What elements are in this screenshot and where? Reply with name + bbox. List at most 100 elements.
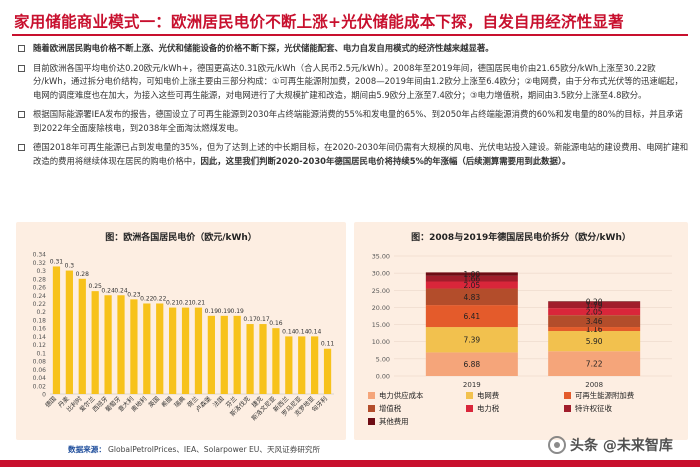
data-label: 0.22 [140, 295, 154, 302]
y-tick-label: 30.00 [372, 270, 390, 278]
y-tick-label: 10.00 [372, 338, 390, 346]
checkbox-icon [18, 45, 25, 52]
stack-segment [548, 308, 641, 316]
y-tick-label: 0.14 [33, 334, 47, 341]
bullet-list: 随着欧洲居民购电价格不断上涨、光伏和储能设备的价格不断下探，光伏储能配套、电力自… [14, 42, 690, 174]
bullet-text: 德国2018年可再生能源已占到发电量的35%，但为了达到上述的中长期目标，在20… [33, 141, 690, 168]
chart-panel-eu-prices: 图：欧洲各国居民电价（欧元/kWh） 0 0.02 0.04 0.06 0.08 0.1 0… [16, 222, 346, 440]
data-label: 1.66 [463, 275, 480, 284]
bar [143, 303, 151, 394]
y-tick-label: 15.00 [372, 321, 390, 329]
data-label: 0.14 [295, 328, 309, 335]
data-label: 0.24 [114, 287, 128, 294]
x-tick-label: 瑞典 [173, 395, 187, 409]
bullet-item: 根据国际能源署IEA发布的报告，德国设立了可再生能源到2030年占终端能源消费的… [14, 108, 690, 135]
legend-swatch [368, 405, 375, 412]
stack-segment [548, 331, 641, 352]
data-label: 2.05 [463, 281, 480, 290]
bullet-text: 随着欧洲居民购电价格不断上涨、光伏和储能设备的价格不断下探，光伏储能配套、电力自… [33, 43, 494, 53]
legend-label: 电力供应成本 [379, 391, 424, 400]
source-note: 数据来源： GlobalPetrolPrices、IEA、Solarpower E… [68, 444, 320, 455]
stack-segment [425, 288, 518, 306]
watermark: 头条 @未来智库 [548, 432, 698, 458]
checkbox-icon [18, 144, 25, 151]
stack-segment [425, 275, 518, 282]
chart-eu-prices: 00.020.040.060.080.10.120.140.160.180.20… [33, 252, 335, 423]
legend-swatch [368, 392, 375, 399]
data-label: 0.19 [218, 308, 232, 315]
bar [207, 315, 215, 394]
data-label: 0.21 [192, 300, 206, 307]
data-label: 6.88 [463, 360, 480, 369]
data-label: 0.14 [282, 328, 296, 335]
bar [156, 303, 164, 394]
data-label: 0.22 [153, 295, 167, 302]
x-tick-label: 希腊 [160, 395, 174, 409]
bar [323, 348, 332, 394]
bullet-text: 根据国际能源署IEA发布的报告，德国设立了可再生能源到2030年占终端能源消费的… [33, 109, 683, 133]
legend-swatch [564, 405, 571, 412]
data-label: 0.16 [269, 320, 283, 327]
stack-segment [548, 351, 641, 376]
stack-segment [425, 352, 518, 376]
checkbox-icon [18, 64, 25, 72]
bullet-text-part: 德国2018年可再生能源已占到发电量的35%，但为了达到上述的中长期目标，在20… [33, 142, 689, 166]
y-tick-label: 0.26 [33, 285, 47, 292]
y-tick-label: 0.22 [33, 301, 47, 308]
watermark-text: 头条 @未来智库 [570, 438, 673, 454]
y-tick-label: 0.34 [33, 252, 47, 259]
data-label: 0.11 [321, 341, 335, 348]
legend-label: 电网费 [477, 391, 499, 400]
data-label: 7.22 [586, 360, 603, 369]
legend-label: 增值税 [379, 404, 402, 413]
y-tick-label: 20.00 [372, 304, 390, 312]
bottom-bar [0, 460, 700, 467]
bar [104, 295, 112, 394]
checkbox-icon [18, 111, 25, 118]
bar [181, 307, 190, 394]
legend-label: 其他费用 [379, 417, 409, 426]
chart-title: 图：欧洲各国居民电价（欧元/kWh） [105, 233, 257, 243]
bar [91, 291, 99, 394]
data-label: 0.19 [231, 308, 245, 315]
legend-label: 可再生能源附加费 [575, 391, 634, 400]
stack-segment [548, 315, 641, 328]
source-text: GlobalPetrolPrices、IEA、Solarpower EU、天风证… [107, 445, 321, 454]
bar [311, 336, 319, 394]
bullet-item: 目前欧洲各国平均电价达0.20欧元/kWh+，德国更高达0.31欧元/kWh（合… [14, 62, 690, 103]
data-label: 0.28 [76, 271, 90, 278]
bar [233, 315, 241, 394]
data-label: 1.16 [586, 325, 603, 334]
data-label: 0.17 [256, 316, 270, 323]
legend-label: 特许权征收 [575, 404, 613, 413]
stack-segment [548, 301, 641, 303]
stack-segment [425, 281, 518, 289]
data-label: 0.21 [179, 300, 193, 307]
legend-swatch [466, 405, 473, 412]
data-label: 7.39 [463, 336, 480, 345]
data-label: 5.90 [586, 337, 603, 346]
chart-panel-de-breakdown: 图：2008与2019年德国居民电价拆分（欧分/kWh） 0.00 5.00 10.… [354, 222, 688, 440]
title-divider [12, 34, 688, 36]
y-tick-label: 0.18 [33, 317, 47, 324]
stack-segment [548, 327, 641, 332]
data-label: 2.05 [586, 308, 603, 317]
data-label: 0.3 [65, 263, 75, 270]
watermark-logo-icon [548, 436, 566, 454]
data-label: 0.19 [205, 308, 219, 315]
data-label: 0.21 [166, 300, 180, 307]
data-label: 0.25 [89, 283, 103, 290]
bullet-item: 德国2018年可再生能源已占到发电量的35%，但为了达到上述的中长期目标，在20… [14, 141, 690, 168]
x-tick-label: 法国 [211, 395, 225, 409]
page-title: 家用储能商业模式一：欧洲居民电价不断上涨+光伏储能成本下探，自发自用经济性显著 [14, 13, 624, 31]
y-tick-label: 0.08 [33, 359, 47, 366]
y-tick-label: 0.2 [36, 309, 46, 316]
source-label: 数据来源： [68, 445, 106, 454]
y-tick-label: 0.1 [36, 350, 46, 357]
chart-title: 图：2008与2019年德国居民电价拆分（欧分/kWh） [411, 233, 631, 243]
data-label: 0.20 [586, 298, 603, 307]
bullet-text-conclusion: 因此，这里我们判断2020-2030年德国居民电价将持续5%的年涨幅（后续测算需… [200, 155, 571, 166]
y-tick-label: 0.28 [33, 276, 47, 283]
bar [220, 315, 228, 394]
y-tick-label: 25.00 [372, 287, 390, 295]
